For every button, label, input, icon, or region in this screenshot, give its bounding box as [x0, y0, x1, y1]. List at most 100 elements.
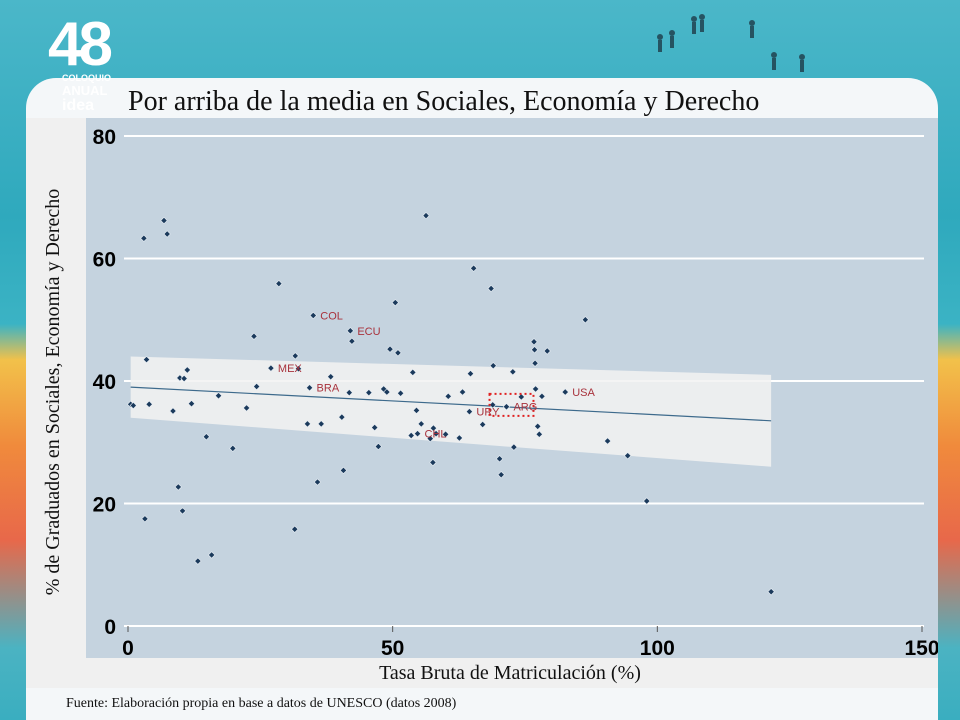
- data-point: [145, 400, 153, 408]
- data-point: [441, 430, 450, 438]
- data-point: [309, 311, 317, 320]
- data-point: [348, 337, 356, 345]
- data-point: [140, 234, 148, 242]
- data-point: [465, 408, 474, 416]
- data-point: [267, 364, 275, 372]
- y-tick-label: 80: [93, 126, 116, 149]
- data-point: [214, 392, 223, 400]
- data-point: [603, 437, 612, 445]
- logo-line-3: idea: [62, 97, 95, 114]
- point-label-ury: URY: [476, 407, 500, 419]
- data-point: [543, 347, 551, 355]
- data-point: [371, 423, 379, 432]
- data-point: [338, 413, 346, 421]
- data-point: [624, 452, 632, 460]
- logo-line-2: ANUAL: [62, 83, 108, 98]
- point-label-arg: ARG: [513, 402, 537, 414]
- x-tick-label: 100: [640, 637, 675, 660]
- data-point: [534, 422, 542, 430]
- data-point: [383, 388, 391, 396]
- data-point: [495, 455, 504, 463]
- data-point: [183, 366, 191, 374]
- y-tick-label: 20: [93, 494, 116, 517]
- data-point: [510, 443, 518, 451]
- data-point: [313, 478, 322, 486]
- data-point: [497, 471, 505, 479]
- data-point: [407, 431, 415, 440]
- data-point: [394, 349, 402, 357]
- data-point: [489, 401, 497, 409]
- data-point: [561, 388, 569, 396]
- data-point: [141, 515, 149, 523]
- data-point: [413, 430, 422, 438]
- data-point: [129, 401, 137, 410]
- x-tick-label: 50: [381, 637, 404, 660]
- y-tick-label: 0: [104, 616, 116, 639]
- scatter-chart: 0 20 40 60 80 0 50 100 150 COL ECU MEX BRA ARG URY CHL U…: [86, 118, 938, 660]
- data-point: [530, 346, 539, 354]
- data-point: [303, 420, 312, 428]
- event-logo: 48 COLOQUIO ANUAL idea: [36, 14, 120, 124]
- data-point: [531, 359, 539, 367]
- data-point: [432, 430, 440, 438]
- data-point: [470, 264, 478, 272]
- point-label-ecu: ECU: [357, 326, 380, 338]
- point-label-usa: USA: [572, 387, 595, 399]
- data-point: [194, 557, 202, 565]
- data-point: [426, 434, 434, 443]
- data-point: [487, 284, 495, 293]
- data-point: [458, 388, 467, 396]
- data-point: [466, 370, 475, 378]
- data-point: [174, 483, 182, 491]
- highlight-box-arg: [488, 392, 535, 417]
- data-point: [305, 384, 314, 392]
- data-point: [346, 327, 354, 335]
- point-label-chl: CHL: [425, 429, 447, 441]
- data-point: [291, 525, 299, 533]
- data-point: [386, 345, 394, 353]
- point-label-col: COL: [320, 310, 343, 322]
- data-point: [169, 407, 177, 415]
- data-point: [396, 389, 405, 397]
- data-point: [444, 392, 452, 400]
- data-point: [339, 466, 348, 475]
- logo-number: 48: [48, 10, 113, 79]
- x-axis-label: Tasa Bruta de Matriculación (%): [379, 662, 641, 684]
- data-point: [178, 507, 187, 515]
- point-label-bra: BRA: [317, 383, 340, 395]
- data-point: [253, 382, 261, 391]
- data-point: [643, 497, 651, 505]
- data-point: [374, 442, 382, 451]
- source-note: Fuente: Elaboración propia en base a dat…: [66, 696, 457, 711]
- data-point: [163, 230, 171, 238]
- data-point: [531, 385, 540, 393]
- slide-title: Por arriba de la media en Sociales, Econ…: [128, 86, 760, 117]
- data-point: [180, 374, 188, 383]
- y-tick-label: 40: [93, 371, 116, 394]
- data-point: [517, 393, 525, 401]
- data-point: [422, 212, 430, 220]
- data-point: [538, 392, 546, 400]
- data-point: [345, 389, 353, 397]
- data-point: [530, 338, 538, 346]
- data-point: [176, 374, 184, 382]
- data-point: [202, 433, 210, 441]
- x-tick-label: 0: [122, 637, 134, 660]
- data-point: [365, 389, 373, 397]
- data-point: [409, 368, 417, 377]
- data-point: [412, 406, 421, 415]
- data-point: [767, 588, 775, 596]
- data-point: [294, 365, 303, 373]
- data-point: [391, 298, 399, 307]
- data-point: [489, 362, 497, 370]
- data-point: [229, 444, 237, 452]
- crowd-silhouette-graphic: [657, 14, 805, 72]
- data-point: [502, 403, 511, 411]
- data-point: [429, 458, 437, 467]
- fit-line: [130, 386, 772, 422]
- point-label-mex: MEX: [278, 363, 303, 375]
- data-point: [535, 430, 543, 438]
- data-point: [455, 434, 463, 442]
- data-point: [429, 424, 438, 432]
- x-tick-label: 150: [904, 637, 938, 660]
